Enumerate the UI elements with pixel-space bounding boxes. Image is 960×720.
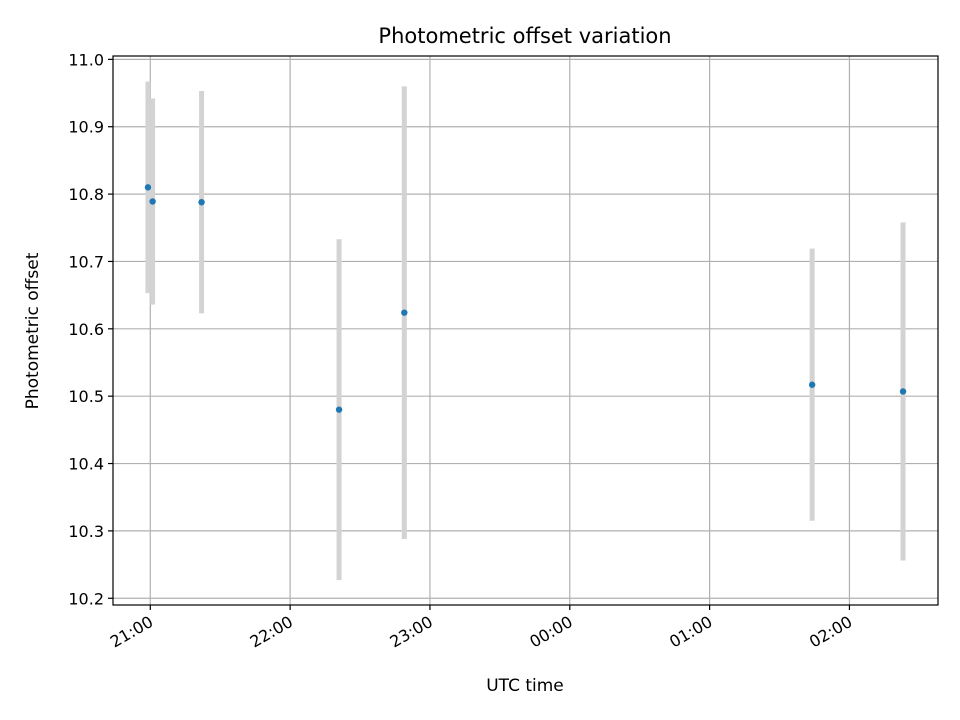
x-tick-label: 22:00: [247, 612, 296, 652]
y-tick-label: 10.4: [68, 455, 104, 474]
y-tick-label: 10.6: [68, 320, 104, 339]
data-point: [198, 198, 205, 206]
y-tick-label: 11.0: [68, 50, 104, 69]
x-tick-label: 23:00: [387, 612, 436, 652]
data-point: [144, 184, 152, 191]
plot-area-frame: [112, 55, 939, 606]
y-axis-ticks: 10.2 10.3 10.4 10.5 10.6 10.7 10.8 10.9 11.0: [68, 50, 113, 608]
y-tick-label: 10.3: [68, 522, 104, 541]
x-axis-ticks: 21:00 22:00 23:00 00:00 01:00 02:00: [107, 605, 855, 652]
x-tick-label: 02:00: [806, 612, 855, 652]
grid-lines: [113, 56, 938, 605]
data-point: [401, 309, 408, 316]
y-axis-label: Photometric offset: [23, 252, 43, 409]
data-points: [144, 184, 907, 413]
x-tick-label: 21:00: [107, 612, 156, 652]
y-tick-label: 10.9: [68, 118, 104, 137]
y-tick-label: 10.2: [68, 589, 104, 608]
data-point: [899, 388, 907, 395]
x-axis-label: UTC time: [486, 676, 564, 696]
data-point: [149, 198, 156, 205]
error-bars: [145, 81, 906, 581]
data-point: [335, 406, 343, 413]
y-tick-label: 10.5: [68, 387, 104, 406]
data-point: [808, 381, 816, 388]
y-tick-label: 10.7: [68, 252, 104, 271]
x-tick-label: 01:00: [666, 612, 715, 652]
x-tick-label: 00:00: [526, 612, 575, 652]
chart-title: Photometric offset variation: [378, 24, 671, 48]
y-tick-label: 10.8: [68, 185, 104, 204]
